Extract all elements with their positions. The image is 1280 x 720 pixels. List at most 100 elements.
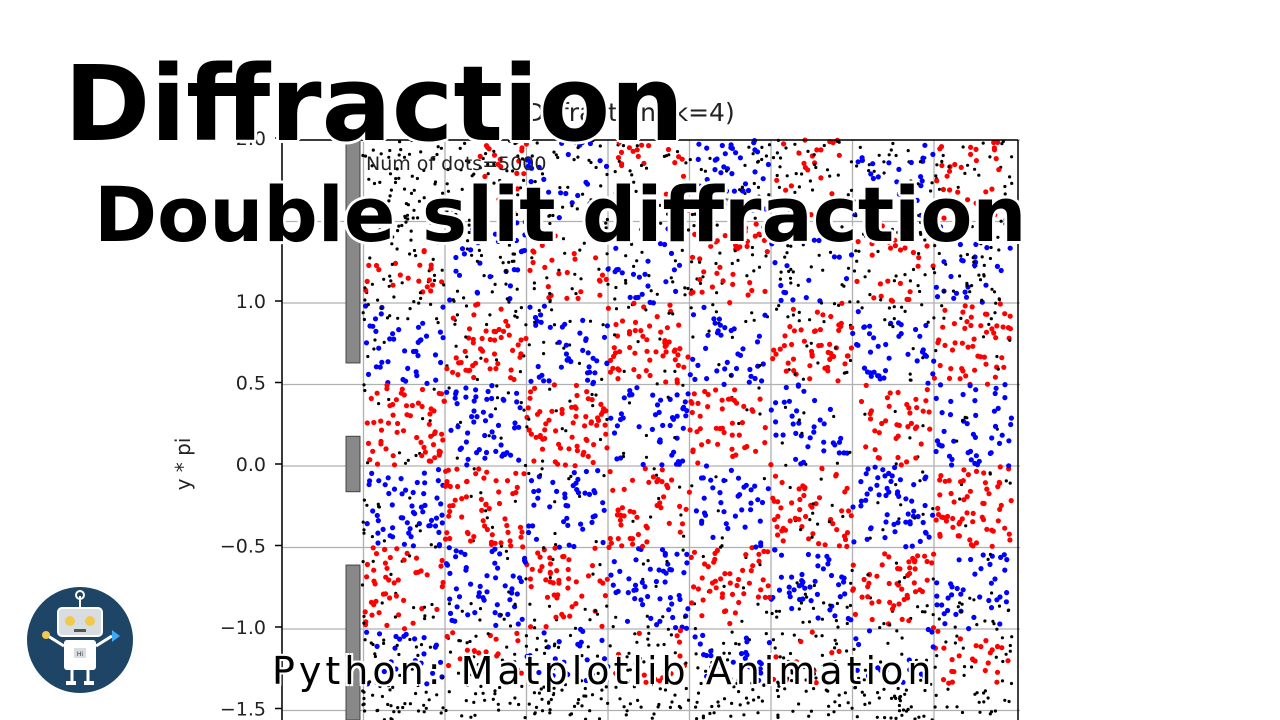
dot-red	[597, 578, 603, 584]
dot-blue	[945, 607, 951, 614]
dot-black	[822, 601, 826, 605]
dot-red	[727, 571, 733, 577]
dot-black	[398, 673, 402, 678]
dot-red	[465, 530, 471, 537]
dot-black	[667, 311, 671, 315]
dot-black	[643, 223, 647, 227]
dot-black	[997, 248, 1001, 252]
dot-black	[547, 701, 551, 705]
dot-black	[742, 713, 746, 717]
dot-black	[467, 223, 471, 227]
dot-blue	[390, 331, 396, 337]
dot-black	[576, 701, 580, 705]
dot-black	[397, 652, 401, 657]
dot-blue	[448, 427, 454, 433]
dot-blue	[967, 448, 974, 454]
dot-blue	[421, 491, 427, 497]
dot-black	[554, 409, 558, 413]
dot-black	[432, 232, 436, 236]
dot-black	[964, 215, 968, 219]
dot-black	[493, 282, 497, 286]
dot-black	[389, 704, 393, 708]
dot-black	[629, 241, 633, 245]
dot-red	[484, 469, 490, 475]
dot-red	[895, 433, 901, 439]
dot-blue	[492, 560, 498, 566]
dot-blue	[684, 560, 690, 566]
dot-black	[1001, 659, 1005, 664]
dot-blue	[867, 486, 874, 492]
dot-blue	[582, 490, 588, 496]
dot-red	[537, 433, 543, 440]
dot-blue	[376, 631, 383, 637]
dot-black	[794, 227, 799, 231]
dot-black	[794, 666, 798, 670]
dot-black	[382, 277, 386, 281]
dot-blue	[722, 366, 728, 372]
dot-black	[725, 169, 729, 173]
dot-blue	[430, 670, 436, 676]
dot-black	[720, 536, 724, 540]
dot-blue	[482, 455, 488, 461]
dot-red	[482, 173, 488, 180]
dot-black	[380, 601, 384, 605]
dot-red	[559, 410, 565, 416]
dot-blue	[703, 652, 710, 659]
dot-red	[729, 446, 735, 452]
dot-black	[924, 222, 928, 226]
dot-red	[572, 463, 578, 469]
dot-black	[431, 257, 435, 261]
dot-black	[556, 645, 561, 650]
dot-red	[518, 337, 524, 343]
dot-black	[729, 374, 733, 378]
dot-black	[810, 535, 814, 539]
dot-red	[573, 413, 579, 419]
dot-blue	[872, 200, 878, 206]
dot-black	[630, 173, 634, 177]
dot-blue	[878, 667, 884, 673]
dot-blue	[850, 504, 856, 510]
dot-red	[506, 195, 512, 201]
dot-black	[889, 696, 894, 701]
dot-black	[538, 473, 543, 477]
dot-black	[378, 180, 382, 184]
dot-red	[836, 543, 843, 549]
dot-black	[458, 146, 462, 150]
dot-blue	[960, 391, 966, 398]
dot-red	[543, 624, 549, 630]
dot-blue	[650, 392, 656, 398]
dot-red	[476, 466, 482, 472]
dot-black	[840, 225, 844, 229]
dot-black	[507, 660, 511, 664]
dot-blue	[828, 572, 835, 579]
dot-blue	[997, 621, 1003, 627]
dot-blue	[724, 359, 730, 365]
dot-black	[473, 713, 477, 717]
dot-blue	[495, 238, 501, 244]
dot-black	[686, 698, 691, 702]
dot-red	[801, 338, 808, 344]
dot-black	[775, 307, 779, 311]
dot-blue	[603, 163, 610, 169]
dot-blue	[492, 610, 498, 616]
dot-red	[973, 643, 979, 649]
dot-black	[416, 666, 420, 670]
dot-blue	[773, 432, 779, 438]
dot-black	[524, 644, 529, 648]
dot-black	[649, 289, 653, 293]
dot-red	[994, 323, 1000, 329]
dot-blue	[801, 388, 807, 394]
dot-red	[699, 613, 705, 619]
dot-black	[816, 522, 820, 526]
dot-black	[624, 254, 628, 258]
dot-red	[712, 556, 718, 562]
dot-blue	[416, 521, 422, 527]
dot-blue	[914, 662, 921, 669]
dot-black	[855, 164, 859, 168]
dot-blue	[888, 478, 894, 484]
dot-black	[988, 472, 992, 476]
dot-black	[877, 153, 881, 157]
dot-red	[961, 497, 967, 503]
dot-black	[730, 335, 735, 339]
dot-blue	[599, 637, 605, 644]
